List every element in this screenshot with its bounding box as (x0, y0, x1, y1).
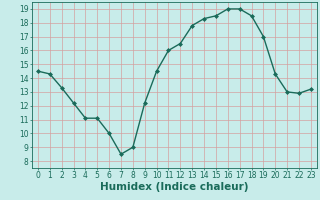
X-axis label: Humidex (Indice chaleur): Humidex (Indice chaleur) (100, 182, 249, 192)
